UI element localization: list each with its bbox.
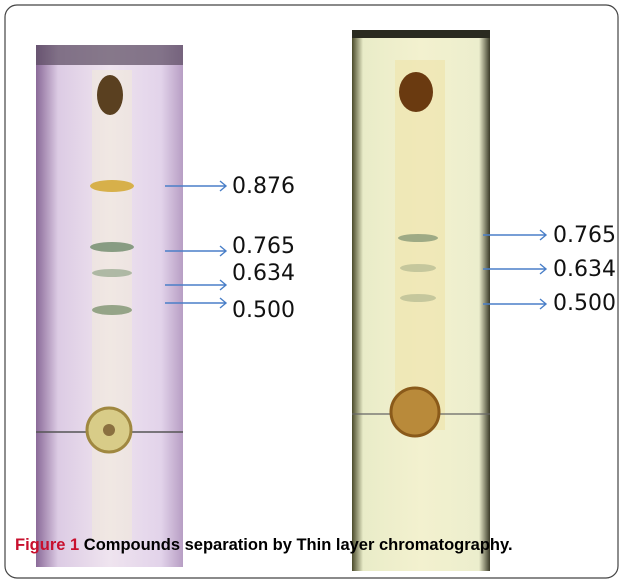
caption: Figure 1 Compounds separation by Thin la… <box>15 536 513 554</box>
plate-left <box>36 45 183 567</box>
rf-label: 0.634 <box>553 257 616 282</box>
rf-label: 0.500 <box>232 298 295 323</box>
plate-right <box>352 30 490 571</box>
rf-label: 0.876 <box>232 174 295 199</box>
rf-label: 0.634 <box>232 261 295 286</box>
caption-label: Figure 1 <box>15 536 79 554</box>
rf-label: 0.500 <box>553 291 616 316</box>
caption-text: Compounds separation by Thin layer chrom… <box>84 536 513 554</box>
arrows <box>165 180 548 310</box>
rf-label: 0.765 <box>232 234 295 259</box>
rf-label: 0.765 <box>553 223 616 248</box>
